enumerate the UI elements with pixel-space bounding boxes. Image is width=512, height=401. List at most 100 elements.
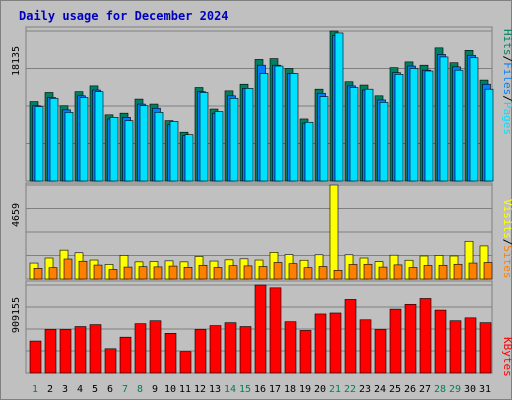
legend-item-sites: Sites [501,245,512,278]
x-tick-label: 19 [299,384,311,395]
bar-pages-day-5 [94,91,104,182]
legend-item-kbytes: KBytes [501,337,512,377]
bar-kbytes-day-8 [134,323,147,374]
bar-pages-day-7 [124,120,134,182]
bar-kbytes-day-10 [164,333,177,374]
bar-kbytes-day-11 [179,351,192,374]
bar-kbytes-day-20 [314,313,327,374]
bar-sites-day-4 [78,260,88,280]
legend-item-sep: / [501,239,512,246]
legend-item-pages: Pages [501,102,512,135]
x-tick-label: 11 [179,384,191,395]
bar-sites-day-14 [228,265,238,280]
legend-visits-sites: Visits/Sites [501,199,512,279]
legend-kbytes: KBytes [501,337,512,377]
bar-sites-day-6 [108,269,118,280]
bar-sites-day-10 [168,265,178,280]
bar-pages-day-23 [364,88,374,182]
bar-sites-day-5 [93,264,103,280]
bar-kbytes-day-7 [119,336,132,374]
bar-sites-day-28 [438,264,448,280]
bar-pages-day-27 [424,70,434,182]
bar-pages-day-17 [274,65,284,182]
bar-kbytes-day-4 [74,326,87,374]
bar-kbytes-day-12 [194,329,207,374]
bar-kbytes-day-17 [269,287,282,374]
bar-sites-day-20 [318,266,328,280]
bar-pages-day-16 [259,73,269,182]
bar-sites-day-24 [378,266,388,280]
x-tick-label: 13 [209,384,221,395]
bar-kbytes-day-30 [464,317,477,374]
x-tick-label: 15 [239,384,251,395]
bar-kbytes-day-29 [449,320,462,374]
bar-kbytes-day-23 [359,319,372,374]
bar-kbytes-day-25 [389,308,402,374]
bar-sites-day-29 [453,263,463,280]
legend-item-hits: Hits [501,29,512,56]
bar-pages-day-29 [454,69,464,182]
x-tick-label: 2 [47,384,53,395]
legend-item-sep: / [501,95,512,102]
bar-sites-day-11 [183,266,193,280]
x-tick-label: 26 [404,384,416,395]
bar-pages-day-3 [64,112,74,182]
bar-pages-day-30 [469,57,479,182]
chart-title: Daily usage for December 2024 [19,9,229,23]
bar-sites-day-23 [363,263,373,280]
x-tick-label: 24 [374,384,386,395]
x-tick-label: 21 [329,384,341,395]
y-max-label: 909155 [11,297,22,333]
bar-kbytes-day-26 [404,303,417,374]
bar-sites-day-25 [393,264,403,280]
legend-hits-files-pages: Hits/Files/Pages [501,29,512,135]
bar-pages-day-10 [169,121,179,182]
bar-sites-day-27 [423,265,433,280]
bar-pages-day-24 [379,102,389,182]
bar-sites-day-8 [138,266,148,280]
bar-pages-day-9 [154,112,164,182]
x-tick-label: 23 [359,384,371,395]
x-tick-label: 20 [314,384,326,395]
bar-kbytes-day-19 [299,330,312,374]
x-tick-label: 14 [224,384,236,395]
x-tick-label: 16 [254,384,266,395]
bar-kbytes-day-24 [374,329,387,374]
bar-sites-day-17 [273,262,283,280]
bar-kbytes-day-22 [344,299,357,374]
bar-pages-day-6 [109,117,119,182]
x-tick-label: 29 [449,384,461,395]
bar-kbytes-day-3 [59,329,72,374]
bar-pages-day-26 [409,68,419,182]
bar-kbytes-day-6 [104,348,117,374]
bar-sites-day-26 [408,267,418,280]
x-tick-label: 30 [464,384,476,395]
x-tick-label: 12 [194,384,206,395]
x-tick-label: 18 [284,384,296,395]
bar-kbytes-day-2 [44,329,57,374]
bar-pages-day-2 [49,97,59,182]
bar-pages-day-25 [394,74,404,182]
bar-pages-day-21 [334,32,344,182]
bar-pages-day-28 [439,56,449,182]
bar-kbytes-day-1 [29,340,42,374]
bar-sites-day-16 [258,266,268,280]
bar-sites-day-21 [333,270,343,280]
bar-kbytes-day-15 [239,326,252,374]
x-tick-label: 17 [269,384,281,395]
bar-kbytes-day-9 [149,320,162,374]
x-tick-label: 7 [122,384,128,395]
bar-pages-day-31 [484,88,494,182]
x-tick-label: 27 [419,384,431,395]
bar-sites-day-3 [63,258,73,280]
bar-sites-day-18 [288,263,298,280]
legend-item-visits: Visits [501,199,512,239]
bar-sites-day-13 [213,267,223,280]
bar-pages-day-22 [349,87,359,182]
bar-sites-day-1 [33,268,43,280]
bar-kbytes-day-5 [89,324,102,374]
bar-sites-day-22 [348,264,358,280]
x-tick-label: 9 [152,384,158,395]
bar-sites-day-7 [123,266,133,280]
